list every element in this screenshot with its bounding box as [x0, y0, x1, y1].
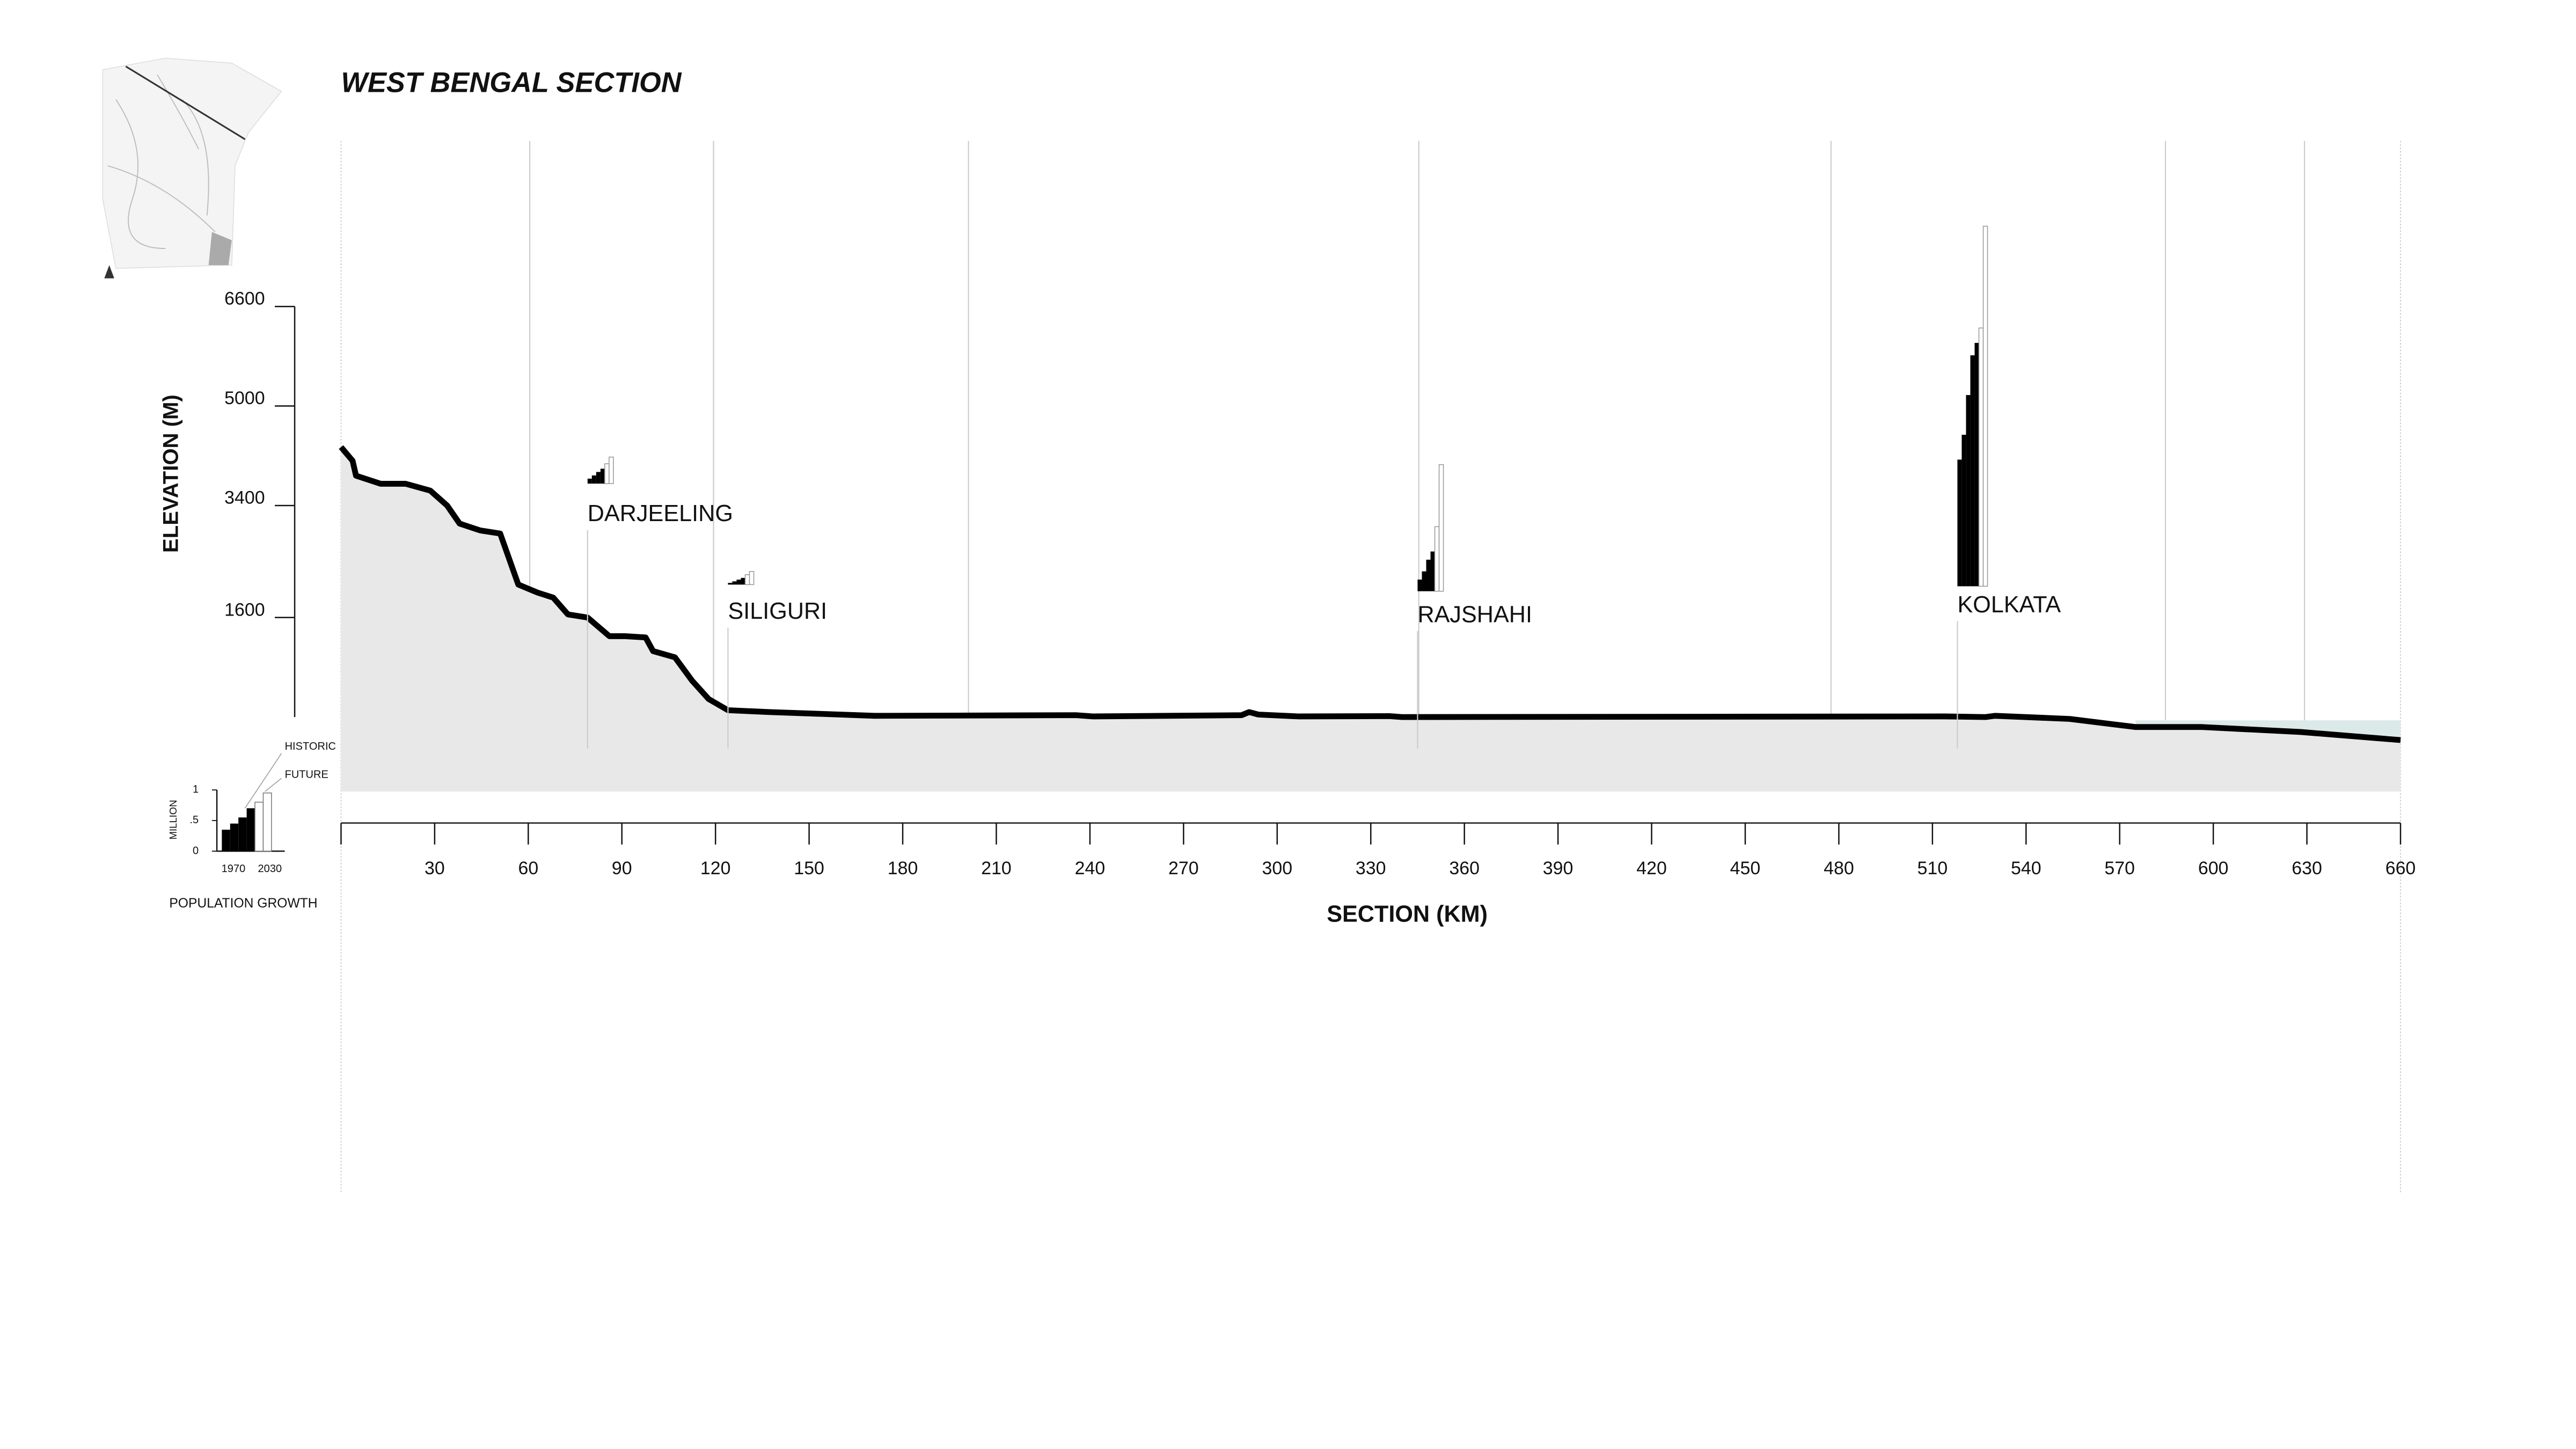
x-tick-label: 240: [1075, 858, 1106, 879]
elevation-line: [339, 445, 2401, 743]
city-label: KOLKATA: [1957, 592, 2061, 618]
x-tick-label: 120: [700, 858, 731, 879]
future-bar: [604, 463, 610, 484]
x-tick-label: 660: [2385, 858, 2416, 879]
x-tick-label: 510: [1918, 858, 1948, 879]
historic-bar: [587, 478, 592, 484]
city-label: RAJSHAHI: [1417, 602, 1532, 627]
locator-map: [102, 57, 282, 279]
future-bar: [609, 456, 614, 484]
historic-bar: [600, 469, 605, 484]
historic-bar: [1426, 559, 1431, 591]
x-tick-label: 270: [1168, 858, 1199, 879]
x-tick-label: 30: [425, 858, 445, 879]
x-tick-label: 300: [1262, 858, 1293, 879]
legend-y-tick-label: 1: [193, 784, 199, 795]
x-tick-label: 480: [1824, 858, 1854, 879]
x-tick-label: 90: [612, 858, 632, 879]
y-tick-label: 1600: [224, 599, 265, 620]
x-tick-label: 450: [1730, 858, 1761, 879]
y-axis-label: ELEVATION (M): [159, 394, 182, 553]
legend: MILLION HISTORIC FUTURE POPULATION GROWT…: [167, 741, 336, 911]
legend-historic-bar: [238, 817, 247, 851]
future-bar: [749, 571, 755, 586]
x-tick-label: 600: [2198, 858, 2229, 879]
x-tick-label: 60: [518, 858, 538, 879]
legend-historic-bar: [230, 823, 239, 851]
future-bar: [1978, 327, 1984, 587]
x-tick-label: 390: [1543, 858, 1574, 879]
city-label: SILIGURI: [728, 598, 827, 624]
city-label: DARJEELING: [588, 501, 733, 526]
x-tick-label: 420: [1636, 858, 1667, 879]
future-bar: [1434, 526, 1440, 592]
x-tick-label: 360: [1449, 858, 1480, 879]
legend-historic-bar: [222, 830, 230, 851]
ground-fill: [341, 447, 2401, 792]
future-bar: [1982, 225, 1988, 587]
legend-historic-bar: [246, 808, 255, 851]
x-axis-label: SECTION (KM): [1327, 902, 1488, 927]
legend-historic: HISTORIC: [285, 741, 336, 752]
historic-bar: [1974, 342, 1979, 587]
legend-unit: MILLION: [167, 800, 179, 839]
historic-bar: [741, 577, 745, 585]
x-tick-label: 630: [2292, 858, 2322, 879]
historic-bar: [1422, 571, 1426, 591]
historic-bar: [1957, 459, 1962, 587]
y-tick-label: 3400: [224, 488, 265, 508]
historic-bar: [1966, 395, 1971, 587]
legend-x-tick-label: 2030: [258, 863, 282, 875]
historic-bar: [1417, 579, 1422, 591]
historic-bar: [596, 472, 601, 484]
historic-bar: [591, 475, 596, 484]
historic-bar: [1430, 551, 1435, 591]
legend-future-bar: [254, 801, 264, 852]
historic-bar: [732, 581, 737, 585]
legend-future: FUTURE: [285, 769, 328, 780]
historic-bar: [736, 580, 741, 585]
x-tick-label: 540: [2011, 858, 2041, 879]
y-tick-label: 6600: [224, 289, 265, 309]
x-tick-label: 210: [981, 858, 1012, 879]
page-title: WEST BENGAL SECTION: [341, 68, 682, 99]
x-tick-label: 150: [794, 858, 824, 879]
future-bar: [1438, 464, 1444, 592]
legend-y-tick-label: 0: [193, 845, 199, 857]
legend-future-bar: [262, 792, 272, 852]
legend-y-tick-label: .5: [189, 814, 199, 826]
legend-x-tick-label: 1970: [222, 863, 246, 875]
y-tick-label: 5000: [224, 388, 265, 408]
future-bar: [744, 574, 750, 586]
historic-bar: [1970, 355, 1975, 587]
x-tick-label: 570: [2104, 858, 2135, 879]
legend-title: POPULATION GROWTH: [169, 896, 317, 911]
historic-bar: [728, 583, 733, 585]
x-tick-label: 330: [1356, 858, 1386, 879]
historic-bar: [1962, 435, 1966, 587]
x-tick-label: 180: [888, 858, 918, 879]
